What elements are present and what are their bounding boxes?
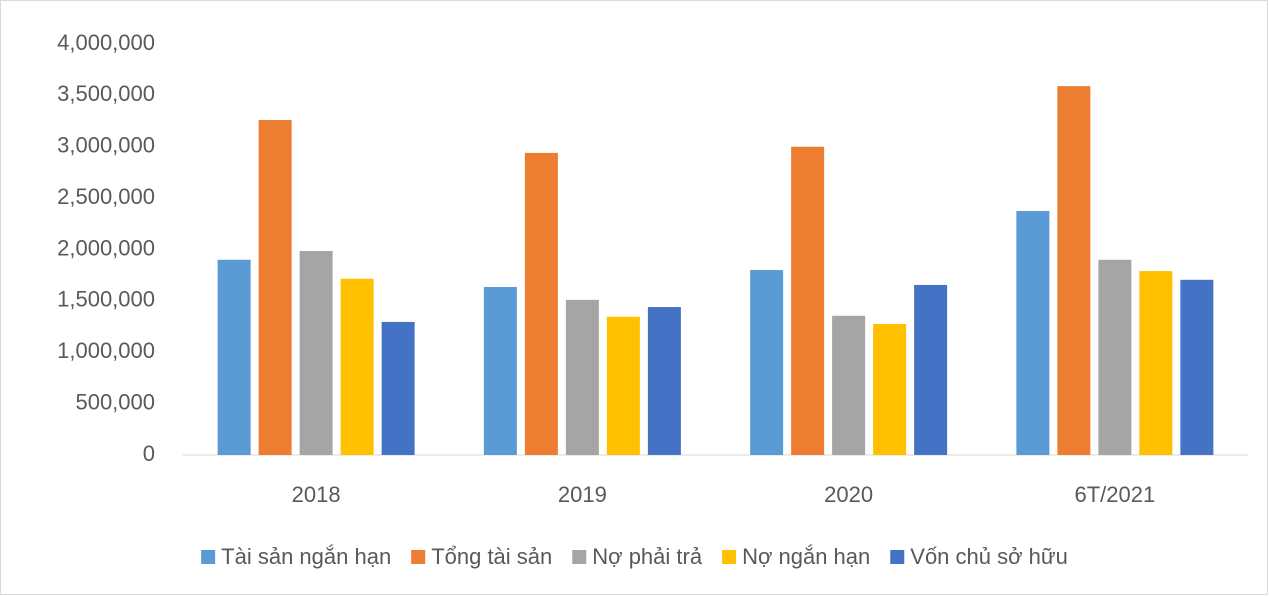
legend-swatch <box>411 550 426 564</box>
legend-label: Tổng tài sản <box>431 544 552 569</box>
bar <box>483 287 517 455</box>
bar <box>217 259 251 455</box>
bar <box>340 278 374 455</box>
bar <box>381 321 415 455</box>
y-tick-label: 0 <box>143 441 155 466</box>
legend-swatch <box>201 550 216 564</box>
bar <box>873 323 907 455</box>
x-tick-label: 2019 <box>558 482 607 507</box>
bar <box>791 146 825 455</box>
bar <box>750 270 784 455</box>
y-tick-label: 2,000,000 <box>57 235 155 260</box>
x-tick-label: 2018 <box>292 482 341 507</box>
bar <box>299 251 333 455</box>
legend-label: Vốn chủ sở hữu <box>910 544 1068 569</box>
x-tick-label: 2020 <box>824 482 873 507</box>
y-tick-label: 3,500,000 <box>57 81 155 106</box>
y-tick-label: 3,000,000 <box>57 133 155 158</box>
bar <box>1098 259 1132 455</box>
bar <box>524 152 558 456</box>
y-tick-label: 4,000,000 <box>57 30 155 55</box>
legend-swatch <box>572 550 587 564</box>
y-tick-label: 1,000,000 <box>57 338 155 363</box>
bar <box>1180 279 1214 455</box>
bar <box>1016 210 1050 455</box>
legend-swatch <box>890 550 905 564</box>
y-tick-label: 2,500,000 <box>57 184 155 209</box>
bar <box>647 307 681 455</box>
bar <box>914 284 948 455</box>
x-tick-label: 6T/2021 <box>1075 482 1156 507</box>
legend-label: Tài sản ngắn hạn <box>221 544 391 569</box>
legend-swatch <box>722 550 737 564</box>
bar <box>606 316 640 455</box>
bar <box>258 120 292 455</box>
bar <box>1057 86 1091 455</box>
legend-label: Nợ phải trả <box>592 544 703 569</box>
bar <box>1139 271 1173 455</box>
bar <box>832 315 866 455</box>
y-tick-label: 500,000 <box>75 389 155 414</box>
legend-label: Nợ ngắn hạn <box>742 544 870 569</box>
y-tick-label: 1,500,000 <box>57 287 155 312</box>
bar <box>565 299 599 455</box>
